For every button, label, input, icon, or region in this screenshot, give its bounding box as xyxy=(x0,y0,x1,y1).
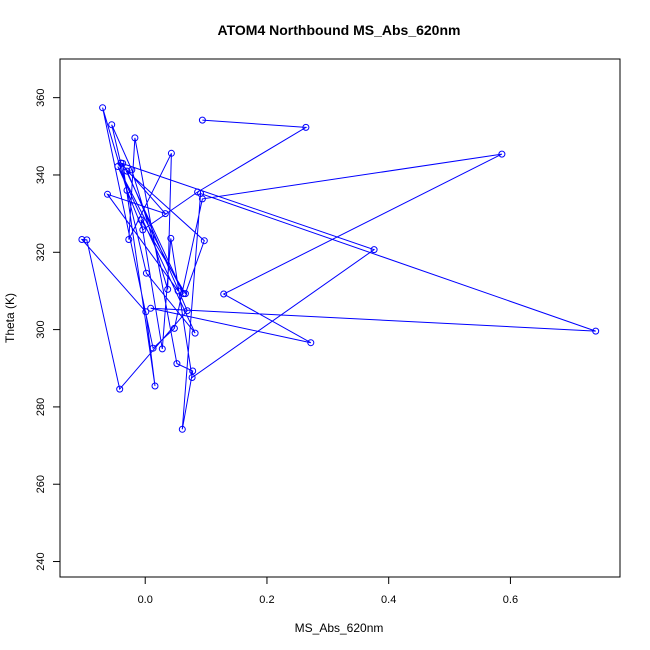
y-tick-label: 360 xyxy=(35,88,47,106)
data-point xyxy=(151,382,159,390)
y-tick-label: 320 xyxy=(35,243,47,261)
data-point xyxy=(137,216,145,224)
data-point xyxy=(108,121,116,129)
data-point xyxy=(78,236,86,243)
data-point xyxy=(307,339,315,347)
data-point xyxy=(200,237,208,245)
data-point xyxy=(131,134,139,142)
data-point xyxy=(498,150,506,158)
data-point xyxy=(167,234,175,242)
data-point xyxy=(123,186,131,194)
data-point xyxy=(123,167,131,175)
data-point xyxy=(158,345,166,353)
data-point xyxy=(125,236,133,243)
data-point xyxy=(183,307,191,315)
data-point xyxy=(174,287,182,295)
y-tick-label: 280 xyxy=(35,398,47,416)
data-point xyxy=(149,344,157,352)
chart-title: ATOM4 Northbound MS_Abs_620nm xyxy=(218,22,461,38)
data-point xyxy=(170,324,178,332)
y-tick-label: 340 xyxy=(35,166,47,184)
data-point xyxy=(116,385,124,393)
x-axis-label: MS_Abs_620nm xyxy=(295,621,384,635)
y-tick-label: 300 xyxy=(35,320,47,338)
data-point xyxy=(139,226,147,234)
data-point xyxy=(189,367,197,375)
y-axis-label: Theta (K) xyxy=(3,293,17,343)
data-point xyxy=(142,269,150,277)
data-point xyxy=(178,425,186,433)
data-point xyxy=(191,329,199,337)
data-point xyxy=(198,116,206,124)
y-axis: 240 260 280 300 320 340 360 xyxy=(35,88,61,571)
y-tick-label: 260 xyxy=(35,475,47,493)
series-line xyxy=(80,107,596,430)
x-tick-label: 0.6 xyxy=(503,594,518,606)
data-point xyxy=(99,104,107,112)
y-tick-label: 240 xyxy=(35,552,47,570)
data-point xyxy=(592,327,600,335)
series-layer xyxy=(78,104,600,433)
data-point xyxy=(83,236,91,244)
data-point xyxy=(117,159,125,167)
data-point xyxy=(220,290,228,298)
data-point xyxy=(370,246,378,254)
data-point xyxy=(142,308,150,316)
x-axis: 0.0 0.2 0.4 0.6 xyxy=(138,576,518,606)
data-point xyxy=(167,149,175,157)
x-tick-label: 0.4 xyxy=(381,594,396,606)
data-point xyxy=(188,374,196,381)
data-point xyxy=(128,166,136,174)
x-tick-label: 0.0 xyxy=(138,594,153,606)
data-point xyxy=(161,210,169,218)
data-point xyxy=(173,360,181,368)
data-point xyxy=(104,190,111,198)
data-point xyxy=(147,304,155,312)
data-point xyxy=(197,190,205,197)
data-point xyxy=(302,123,310,131)
data-point xyxy=(181,290,189,298)
data-point xyxy=(164,285,172,293)
x-tick-label: 0.2 xyxy=(259,594,274,606)
